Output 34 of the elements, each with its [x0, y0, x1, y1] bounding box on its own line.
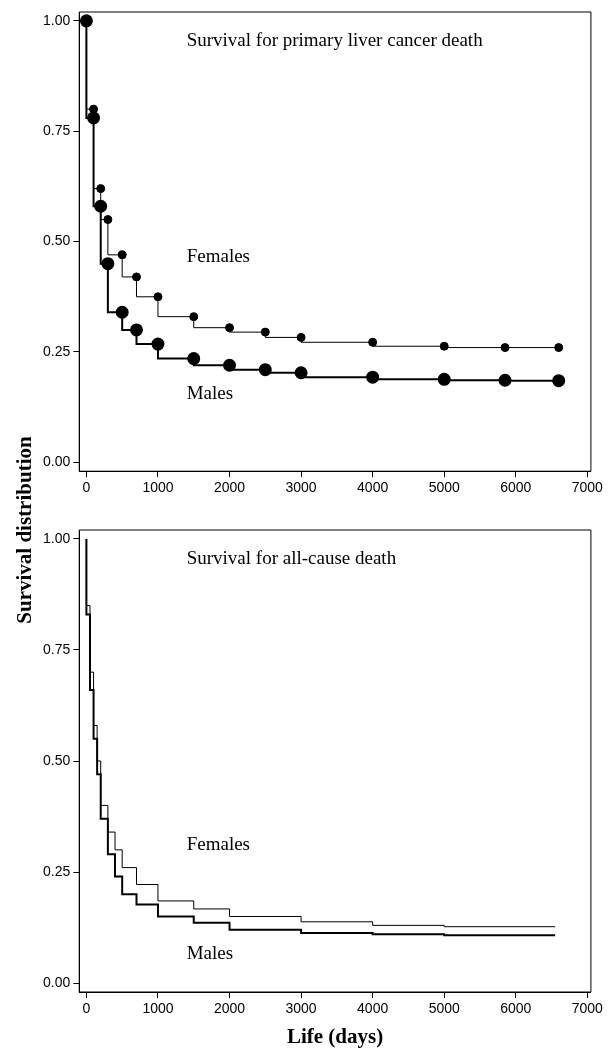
series-label: Males: [186, 381, 234, 403]
series-label: Males: [186, 941, 234, 963]
x-tick-label: 7000: [571, 479, 604, 496]
y-tick-label: 0.75: [43, 122, 71, 139]
x-tick-label: 0: [82, 1000, 91, 1017]
y-axis-title: Survival distribution: [11, 436, 37, 624]
y-tick-label: 0.75: [43, 640, 71, 657]
x-tick-label: 2000: [213, 479, 246, 496]
x-tick-label: 6000: [500, 1000, 532, 1017]
text: Survival for primary liver cancer death: [186, 29, 484, 51]
x-tick-label: 4000: [357, 1000, 389, 1017]
series-label: Females: [186, 245, 251, 267]
y-tick-label: 0.25: [43, 342, 71, 359]
y-tick-label: 1.00: [43, 11, 71, 28]
text: Females: [186, 832, 251, 854]
y-tick-label: 0.25: [43, 862, 71, 879]
x-tick-label: 1000: [142, 479, 174, 496]
y-tick-label: 0.50: [43, 232, 71, 249]
x-tick-label: 6000: [500, 479, 532, 496]
x-tick-label: 0: [82, 479, 91, 496]
x-tick-label: 3000: [285, 1000, 317, 1017]
x-tick-label: 4000: [357, 479, 389, 496]
y-tick-label: 0.50: [43, 751, 71, 768]
x-tick-label: 5000: [428, 1000, 460, 1017]
x-tick-label: 3000: [285, 479, 317, 496]
y-tick-label: 1.00: [43, 529, 71, 546]
x-tick-label: 2000: [213, 1000, 246, 1017]
x-tick-label: 5000: [428, 479, 460, 496]
text: Survival for all-cause death: [186, 547, 397, 569]
x-axis-title: Life (days): [286, 1023, 384, 1048]
x-tick-label: 7000: [571, 1000, 604, 1017]
y-tick-label: 0.00: [43, 453, 71, 470]
y-tick-label: 0.00: [43, 973, 71, 990]
x-tick-label: 1000: [142, 1000, 174, 1017]
